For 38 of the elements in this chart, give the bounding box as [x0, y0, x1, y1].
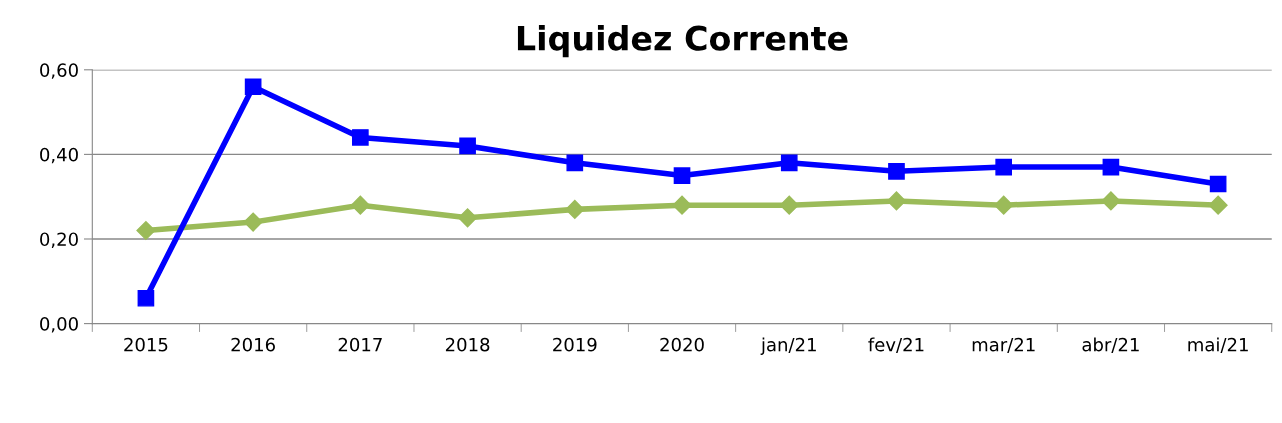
point [1101, 191, 1121, 211]
point [672, 195, 692, 215]
x-tick-label: 2015 [124, 337, 168, 352]
point [1208, 195, 1228, 215]
point [458, 208, 478, 228]
x-tick-label: fev/21 [868, 337, 924, 353]
x-tick-label: 2017 [338, 337, 382, 352]
y-tick-label: 0,00 [40, 317, 78, 333]
point [779, 195, 799, 215]
y-tick-label: 0,20 [40, 232, 78, 248]
x-tick-label: abr/21 [1082, 337, 1139, 353]
point [350, 195, 370, 215]
point [352, 129, 369, 146]
point [565, 199, 585, 219]
point [995, 158, 1013, 176]
y-tick-label: 0,40 [40, 147, 78, 164]
point [888, 162, 905, 180]
point [243, 212, 263, 232]
point [994, 195, 1014, 215]
point [136, 221, 156, 241]
x-tick-label: 2020 [660, 337, 704, 352]
point [886, 191, 907, 211]
point [1102, 158, 1120, 176]
point [459, 137, 476, 155]
x-tick-label: mai/21 [1188, 337, 1248, 353]
point [244, 78, 262, 96]
x-tick-label: jan/21 [760, 337, 816, 355]
chart-title: Liquidez Corrente [517, 25, 848, 58]
x-tick-label: 2019 [553, 337, 597, 352]
y-tick-label: 0,60 [40, 63, 78, 79]
point [566, 154, 584, 172]
x-tick-label: 2016 [231, 337, 275, 352]
point [137, 289, 155, 307]
point [673, 167, 691, 184]
point [780, 154, 798, 172]
x-tick-label: 2018 [445, 337, 490, 352]
point [1209, 175, 1227, 193]
x-tick-label: mar/21 [972, 337, 1035, 353]
